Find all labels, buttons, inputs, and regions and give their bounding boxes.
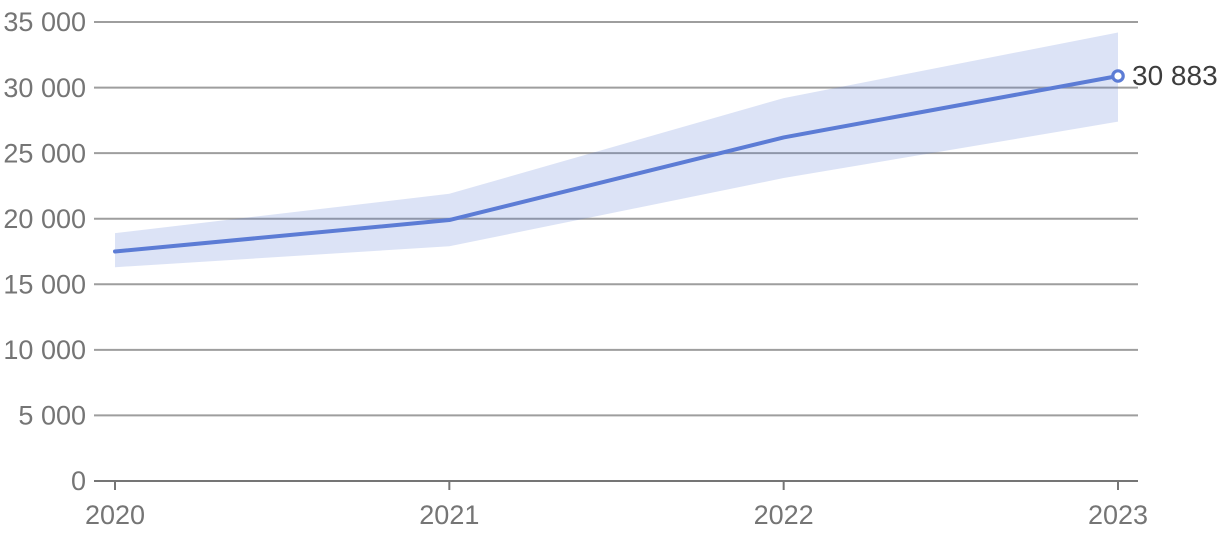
y-tick-label: 15 000 bbox=[3, 269, 86, 299]
x-tick-label: 2020 bbox=[85, 500, 145, 530]
confidence-band bbox=[115, 32, 1118, 268]
series-line bbox=[113, 73, 1120, 254]
x-tick-label: 2023 bbox=[1088, 500, 1148, 530]
y-tick-label: 20 000 bbox=[3, 204, 86, 234]
y-tick-label: 25 000 bbox=[3, 138, 86, 168]
x-tick-label: 2021 bbox=[419, 500, 479, 530]
y-tick-label: 30 000 bbox=[3, 73, 86, 103]
end-point-value-label: 30 883 bbox=[1132, 60, 1218, 91]
x-tick-label: 2022 bbox=[754, 500, 814, 530]
y-tick-label: 35 000 bbox=[3, 7, 86, 37]
y-tick-label: 0 bbox=[71, 466, 86, 496]
end-point-marker bbox=[1111, 69, 1125, 83]
y-tick-label: 10 000 bbox=[3, 335, 86, 365]
y-tick-label: 5 000 bbox=[18, 401, 86, 431]
